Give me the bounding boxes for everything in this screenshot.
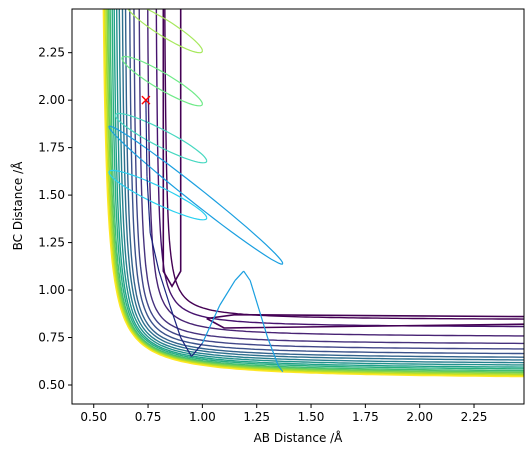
y-tick-label: 1.00 — [38, 283, 65, 297]
trajectory-segment — [201, 305, 221, 344]
x-tick-label: 1.50 — [298, 410, 325, 424]
y-tick-label: 2.00 — [38, 93, 65, 107]
trajectory-segment — [267, 337, 280, 367]
contour-line — [129, 9, 524, 355]
x-tick-label: 1.00 — [189, 410, 216, 424]
y-tick-label: 1.50 — [38, 188, 65, 202]
trajectory-segment — [158, 270, 171, 306]
contour-line — [118, 9, 524, 364]
trajectory-segment — [243, 270, 251, 281]
y-tick-label: 0.50 — [38, 378, 65, 392]
oscillation-loop — [108, 125, 284, 265]
contour-line — [155, 9, 524, 328]
contour-line — [113, 9, 524, 368]
contour-line — [147, 9, 524, 337]
trajectory-segment — [146, 176, 151, 234]
start-marker — [141, 95, 151, 105]
trajectory-segment — [249, 280, 260, 310]
trajectory-segment — [145, 100, 148, 177]
start-marker-x — [141, 95, 151, 105]
trajectory-segment — [149, 232, 160, 272]
contour-lines — [102, 9, 524, 378]
reaction-trajectory — [145, 100, 284, 373]
y-axis-label: BC Distance /Å — [10, 161, 25, 251]
trajectory-segment — [277, 365, 284, 373]
contour-line — [106, 9, 524, 374]
y-tick-label: 0.75 — [38, 331, 65, 345]
x-tick-label: 2.25 — [461, 410, 488, 424]
x-axis: 0.50 0.75 1.00 1.25 1.50 1.75 2.00 2.25 — [80, 404, 487, 424]
x-tick-label: 0.50 — [80, 410, 107, 424]
x-tick-label: 1.75 — [352, 410, 379, 424]
plot-frame — [71, 8, 525, 405]
contour-line — [103, 9, 524, 377]
oscillation-loop — [108, 169, 208, 221]
trajectory-segment — [191, 342, 203, 357]
x-tick-label: 2.00 — [406, 410, 433, 424]
trajectory-segment — [180, 337, 193, 357]
y-tick-label: 2.25 — [38, 46, 65, 60]
oscillation-loop — [121, 55, 203, 107]
contour-line — [164, 9, 524, 320]
contour-line — [109, 9, 524, 372]
oscillation-loops — [108, 9, 284, 265]
contour-line — [107, 9, 524, 373]
contour-line — [102, 9, 524, 378]
contour-line — [133, 9, 524, 350]
contour-line — [162, 9, 182, 288]
contour-line — [206, 313, 524, 320]
trajectory-segment — [258, 308, 269, 338]
oscillation-loop — [127, 9, 203, 54]
contour-line — [115, 9, 524, 366]
contour-line — [105, 9, 524, 376]
y-tick-label: 1.25 — [38, 236, 65, 250]
contour-line — [111, 9, 524, 370]
x-axis-label: AB Distance /Å — [254, 430, 344, 445]
contour-line — [121, 9, 524, 361]
contour-line — [124, 9, 524, 358]
y-tick-label: 1.75 — [38, 141, 65, 155]
trajectory-segment — [219, 280, 236, 306]
contour-line — [138, 9, 524, 345]
y-axis: 0.50 0.75 1.00 1.25 1.50 1.75 2.00 2.25 — [38, 46, 72, 392]
oscillation-loop — [114, 112, 208, 164]
x-tick-label: 1.25 — [243, 410, 270, 424]
x-tick-label: 0.75 — [135, 410, 162, 424]
trajectory-segment — [234, 270, 245, 281]
trajectory-segment — [169, 305, 182, 338]
